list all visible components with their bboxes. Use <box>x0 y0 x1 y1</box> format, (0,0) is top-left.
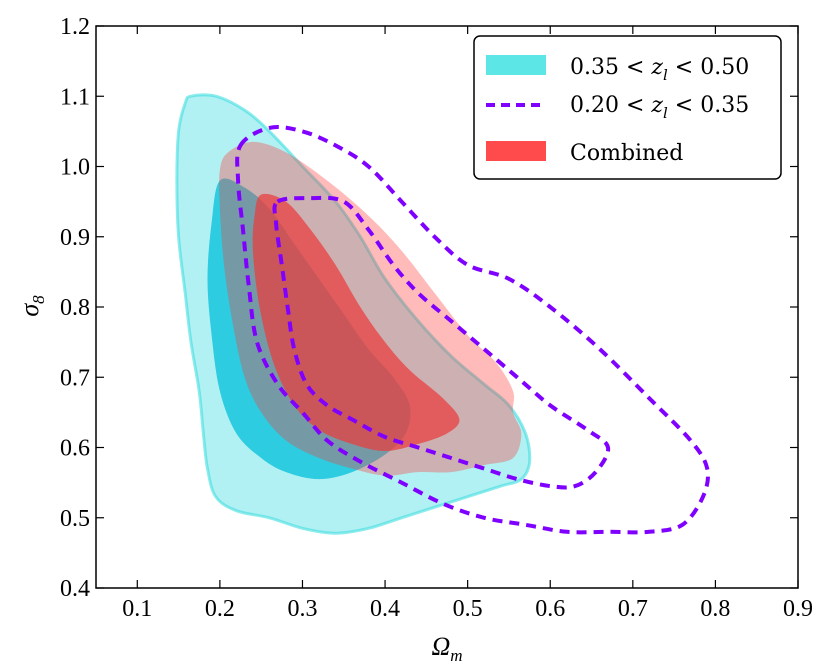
x-tick-label: 0.2 <box>205 596 235 622</box>
y-tick-label: 0.6 <box>60 436 90 462</box>
y-tick-label: 1.0 <box>60 155 90 181</box>
axis-ticks <box>96 25 799 589</box>
x-tick-label: 0.6 <box>535 596 565 622</box>
x-tick-label: 0.3 <box>287 596 317 622</box>
legend-label-high-z: 0.35 < zl < 0.50 <box>570 55 749 84</box>
legend-box <box>473 35 782 180</box>
x-tick-label: 0.9 <box>783 596 813 622</box>
x-axis-title: Ωm <box>431 632 462 665</box>
y-tick-label: 0.9 <box>60 225 90 251</box>
tick-labels: 0.1 0.2 0.3 0.4 0.5 0.6 0.7 0.8 0.9 0.4 0.5 0.6 0.7 0… <box>60 14 813 622</box>
y-tick-label: 0.7 <box>60 365 90 391</box>
y-tick-label: 0.8 <box>60 295 90 321</box>
contour-0-20-z-l-0-35-outer <box>235 125 710 535</box>
x-tick-label: 0.1 <box>122 596 152 622</box>
contour-combined-inner <box>252 193 460 452</box>
legend-swatch-combined <box>486 141 546 161</box>
x-tick-label: 0.8 <box>700 596 730 622</box>
x-tick-label: 0.4 <box>370 596 400 622</box>
y-tick-label: 1.1 <box>60 84 90 110</box>
legend-swatch-high-z <box>486 55 546 75</box>
legend: 0.35 < zl < 0.50 0.20 < zl < 0.35 Combin… <box>473 35 782 180</box>
y-axis-title: σ8 <box>15 295 48 317</box>
contour-0-20-z-l-0-35-inner <box>272 195 611 490</box>
y-tick-label: 0.4 <box>60 576 90 602</box>
legend-label-low-z: 0.20 < zl < 0.35 <box>570 93 749 122</box>
x-tick-label: 0.5 <box>453 596 483 622</box>
y-tick-label: 0.5 <box>60 506 90 532</box>
x-tick-label: 0.7 <box>618 596 648 622</box>
y-tick-label: 1.2 <box>60 14 90 40</box>
contour-layer <box>175 93 710 535</box>
legend-label-combined: Combined <box>570 141 683 166</box>
